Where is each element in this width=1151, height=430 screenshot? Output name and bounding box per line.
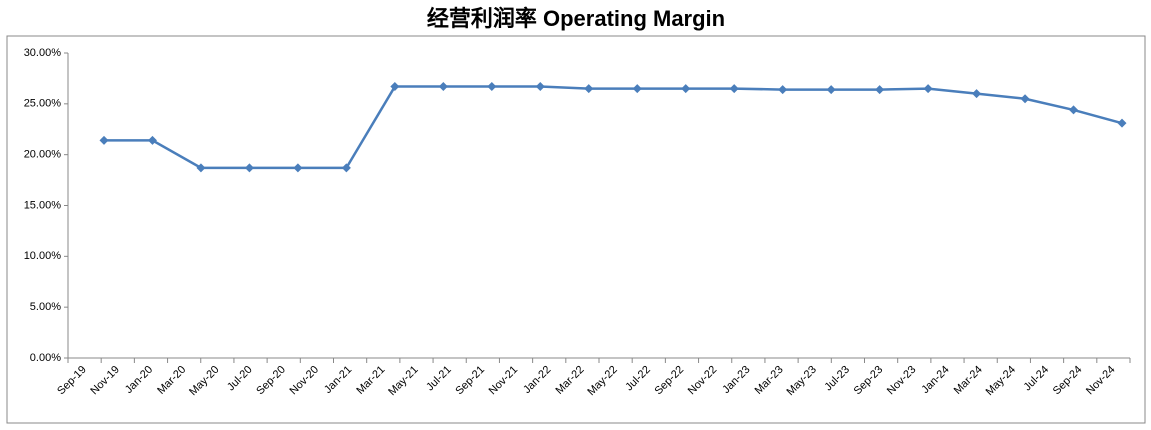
data-point xyxy=(147,135,157,145)
data-point xyxy=(729,84,739,94)
x-tick-label: Jul-23 xyxy=(822,364,852,394)
y-tick-label: 10.00% xyxy=(24,250,62,262)
data-point xyxy=(923,84,933,94)
x-tick-label: May-22 xyxy=(585,364,619,398)
data-point xyxy=(99,135,109,145)
x-tick-label: May-21 xyxy=(386,364,420,398)
x-tick-label: Mar-21 xyxy=(354,364,387,397)
x-tick-label: Nov-23 xyxy=(885,364,919,398)
x-tick-label: May-23 xyxy=(784,364,818,398)
data-point xyxy=(244,163,254,173)
x-tick-label: Jul-20 xyxy=(225,364,255,394)
data-point xyxy=(875,85,885,95)
data-point xyxy=(390,82,400,92)
x-tick-label: Mar-23 xyxy=(753,364,786,397)
chart-title: 经营利润率 Operating Margin xyxy=(427,6,725,31)
data-point xyxy=(1069,105,1079,115)
data-point xyxy=(826,85,836,95)
x-tick-label: Mar-22 xyxy=(553,364,586,397)
x-tick-label: Sep-19 xyxy=(55,364,89,398)
x-tick-label: Jan-23 xyxy=(720,364,752,396)
x-tick-label: May-24 xyxy=(984,364,1018,398)
data-point xyxy=(1117,118,1127,128)
data-point xyxy=(438,82,448,92)
data-point xyxy=(632,84,642,94)
y-tick-label: 15.00% xyxy=(24,199,62,211)
x-tick-label: Jan-22 xyxy=(521,364,553,396)
y-tick-label: 0.00% xyxy=(30,352,61,364)
y-tick-label: 30.00% xyxy=(24,47,62,59)
x-tick-label: Jan-21 xyxy=(322,364,354,396)
data-point xyxy=(341,163,351,173)
x-tick-label: Mar-24 xyxy=(952,364,985,397)
x-tick-label: Sep-20 xyxy=(254,364,288,398)
plot-frame xyxy=(6,35,1146,424)
x-tick-label: Jul-24 xyxy=(1022,364,1052,394)
data-point xyxy=(487,82,497,92)
y-tick-label: 25.00% xyxy=(24,98,62,110)
x-tick-label: Jul-21 xyxy=(424,364,454,394)
data-point xyxy=(972,89,982,99)
x-tick-label: Jan-24 xyxy=(919,364,951,396)
x-tick-label: Nov-22 xyxy=(686,364,720,398)
data-point xyxy=(293,163,303,173)
x-tick-label: Nov-19 xyxy=(88,364,122,398)
x-tick-label: Sep-21 xyxy=(453,364,487,398)
data-point xyxy=(681,84,691,94)
x-tick-label: Sep-22 xyxy=(653,364,687,398)
x-tick-label: Jul-22 xyxy=(623,364,653,394)
data-point xyxy=(535,82,545,92)
x-tick-label: Nov-20 xyxy=(288,364,322,398)
x-tick-label: Jan-20 xyxy=(123,364,155,396)
x-tick-label: Sep-24 xyxy=(1051,364,1085,398)
data-point xyxy=(778,85,788,95)
x-tick-label: Nov-24 xyxy=(1084,364,1118,398)
x-tick-label: May-20 xyxy=(187,364,221,398)
data-point xyxy=(584,84,594,94)
x-tick-label: Nov-21 xyxy=(487,364,521,398)
series-line xyxy=(104,85,1123,170)
x-tick-label: Mar-20 xyxy=(155,364,188,397)
y-tick-label: 20.00% xyxy=(24,149,62,161)
x-tick-label: Sep-23 xyxy=(852,364,886,398)
y-tick-label: 5.00% xyxy=(30,301,61,313)
data-point xyxy=(196,163,206,173)
data-point xyxy=(1020,94,1030,104)
